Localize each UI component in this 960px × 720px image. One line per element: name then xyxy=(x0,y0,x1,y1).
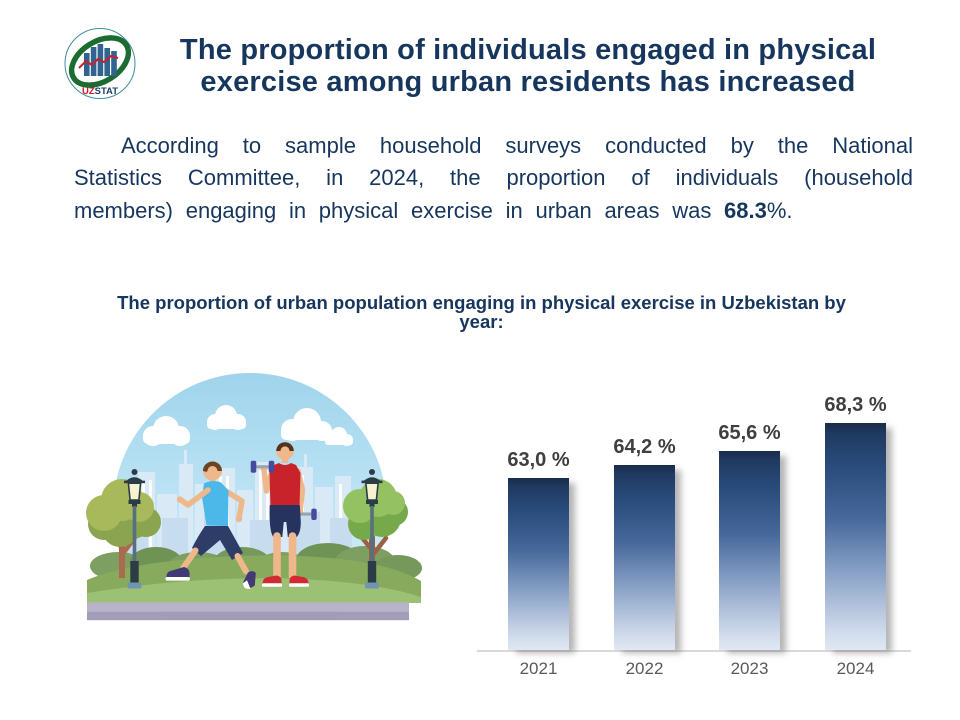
highlight-value: 68.3 xyxy=(724,197,767,223)
street-lamp-left xyxy=(124,469,145,589)
cloud-2 xyxy=(207,405,246,430)
bar-2022 xyxy=(614,465,675,650)
bar-group-2023: 65,6 % 2023 xyxy=(718,385,780,690)
logo-text: UZSTAT xyxy=(82,86,118,97)
bar-year-label: 2021 xyxy=(519,659,558,678)
bar-2024 xyxy=(825,423,886,650)
bar-value-label: 64,2 % xyxy=(613,436,676,458)
bar-2023 xyxy=(719,451,780,650)
bar-value-label: 63,0 % xyxy=(507,449,570,471)
logo-swoosh xyxy=(68,35,132,88)
dumbbell-raised xyxy=(250,460,275,473)
title-line-1: The proportion of individuals engaged in… xyxy=(179,34,877,66)
bar-value-label: 65,6 % xyxy=(718,422,781,444)
paragraph-line-2: Statistics Committee, in 2024, the propo… xyxy=(74,165,913,191)
uzstat-logo: UZSTAT xyxy=(64,28,136,99)
bar-year-label: 2022 xyxy=(625,659,664,678)
cloud-4 xyxy=(325,427,353,446)
bar-value-label: 68,3 % xyxy=(824,394,887,416)
bar-year-label: 2024 xyxy=(836,659,875,678)
bar-group-2022: 64,2 % 2022 xyxy=(613,385,675,690)
caption-line-1: The proportion of urban population engag… xyxy=(117,292,846,313)
bar-chart: 63,0 % 2021 64,2 % 2022 65,6 % 2023 68,3 % 2024 xyxy=(460,385,940,690)
page-title: The proportion of individuals engaged in… xyxy=(150,34,906,98)
weightlifter-figure xyxy=(250,442,317,587)
bar-group-2021: 63,0 % 2021 xyxy=(507,385,569,690)
paragraph-line-1: According to sample household surveys co… xyxy=(121,133,913,158)
cloud-1 xyxy=(143,416,190,446)
chart-caption: The proportion of urban population engag… xyxy=(80,293,883,331)
bar-year-label: 2023 xyxy=(730,659,769,678)
paragraph-line-3: members) engaging in physical exercise i… xyxy=(74,197,793,223)
road xyxy=(87,602,409,621)
runner-figure xyxy=(165,461,256,590)
logo-trend-line xyxy=(78,54,119,69)
intro-paragraph: According to sample household surveys co… xyxy=(74,130,913,227)
clouds xyxy=(143,405,353,446)
tree-left xyxy=(86,479,161,578)
x-axis-line xyxy=(477,650,911,652)
street-lamp-right xyxy=(361,469,383,589)
park-exercise-illustration xyxy=(86,373,422,621)
bar-2021 xyxy=(508,478,569,650)
caption-line-2: year: xyxy=(459,311,504,332)
title-line-2: exercise among urban residents has incre… xyxy=(200,66,856,98)
bar-group-2024: 68,3 % 2024 xyxy=(824,385,886,690)
